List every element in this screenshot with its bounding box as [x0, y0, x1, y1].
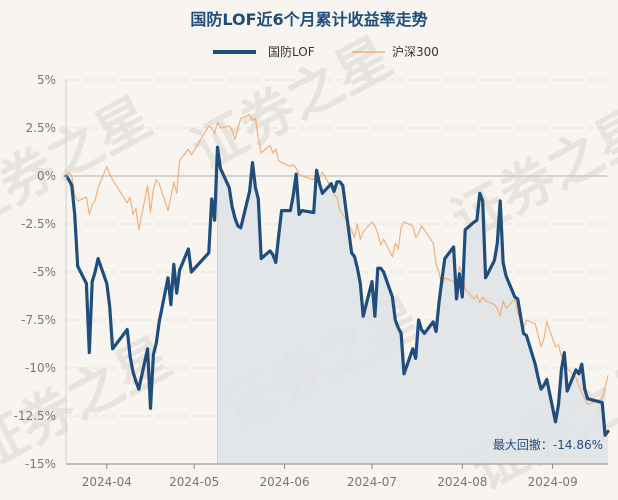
x-tick-label: 2024-05 — [169, 475, 219, 489]
x-tick-label: 2024-07 — [347, 475, 397, 489]
lines-layer — [64, 114, 610, 437]
x-tick-label: 2024-09 — [528, 475, 578, 489]
legend-label-lof[interactable]: 国防LOF — [268, 44, 315, 59]
y-tick-label: 2.5% — [26, 121, 57, 135]
y-tick-label: -2.5% — [21, 217, 56, 231]
series-line-lof[interactable] — [64, 145, 610, 437]
y-tick-label: -15% — [25, 457, 56, 471]
series-line-hs300[interactable] — [65, 114, 609, 406]
legend: 国防LOF 沪深300 — [213, 44, 439, 59]
x-tick-label: 2024-08 — [437, 475, 487, 489]
y-tick-label: -7.5% — [21, 313, 56, 327]
y-tick-label: 0% — [37, 169, 56, 183]
max-drawdown-area — [217, 147, 608, 464]
y-tick-label: 5% — [37, 73, 56, 87]
y-tick-label: -12.5% — [14, 409, 56, 423]
drawdown-area-layer — [217, 147, 608, 464]
max-drawdown-label: 最大回撤：-14.86% — [493, 437, 603, 452]
chart-title: 国防LOF近6个月累计收益率走势 — [190, 10, 427, 29]
axis-layer: 5% 2.5% 0% -2.5% -5% -7.5% -10% -12.5% -15% 2024-… — [14, 73, 608, 489]
y-tick-label: -10% — [25, 361, 56, 375]
legend-label-hs300[interactable]: 沪深300 — [392, 45, 439, 59]
x-tick-label: 2024-04 — [82, 475, 132, 489]
x-tick-label: 2024-06 — [259, 475, 309, 489]
y-tick-label: -5% — [33, 265, 56, 279]
